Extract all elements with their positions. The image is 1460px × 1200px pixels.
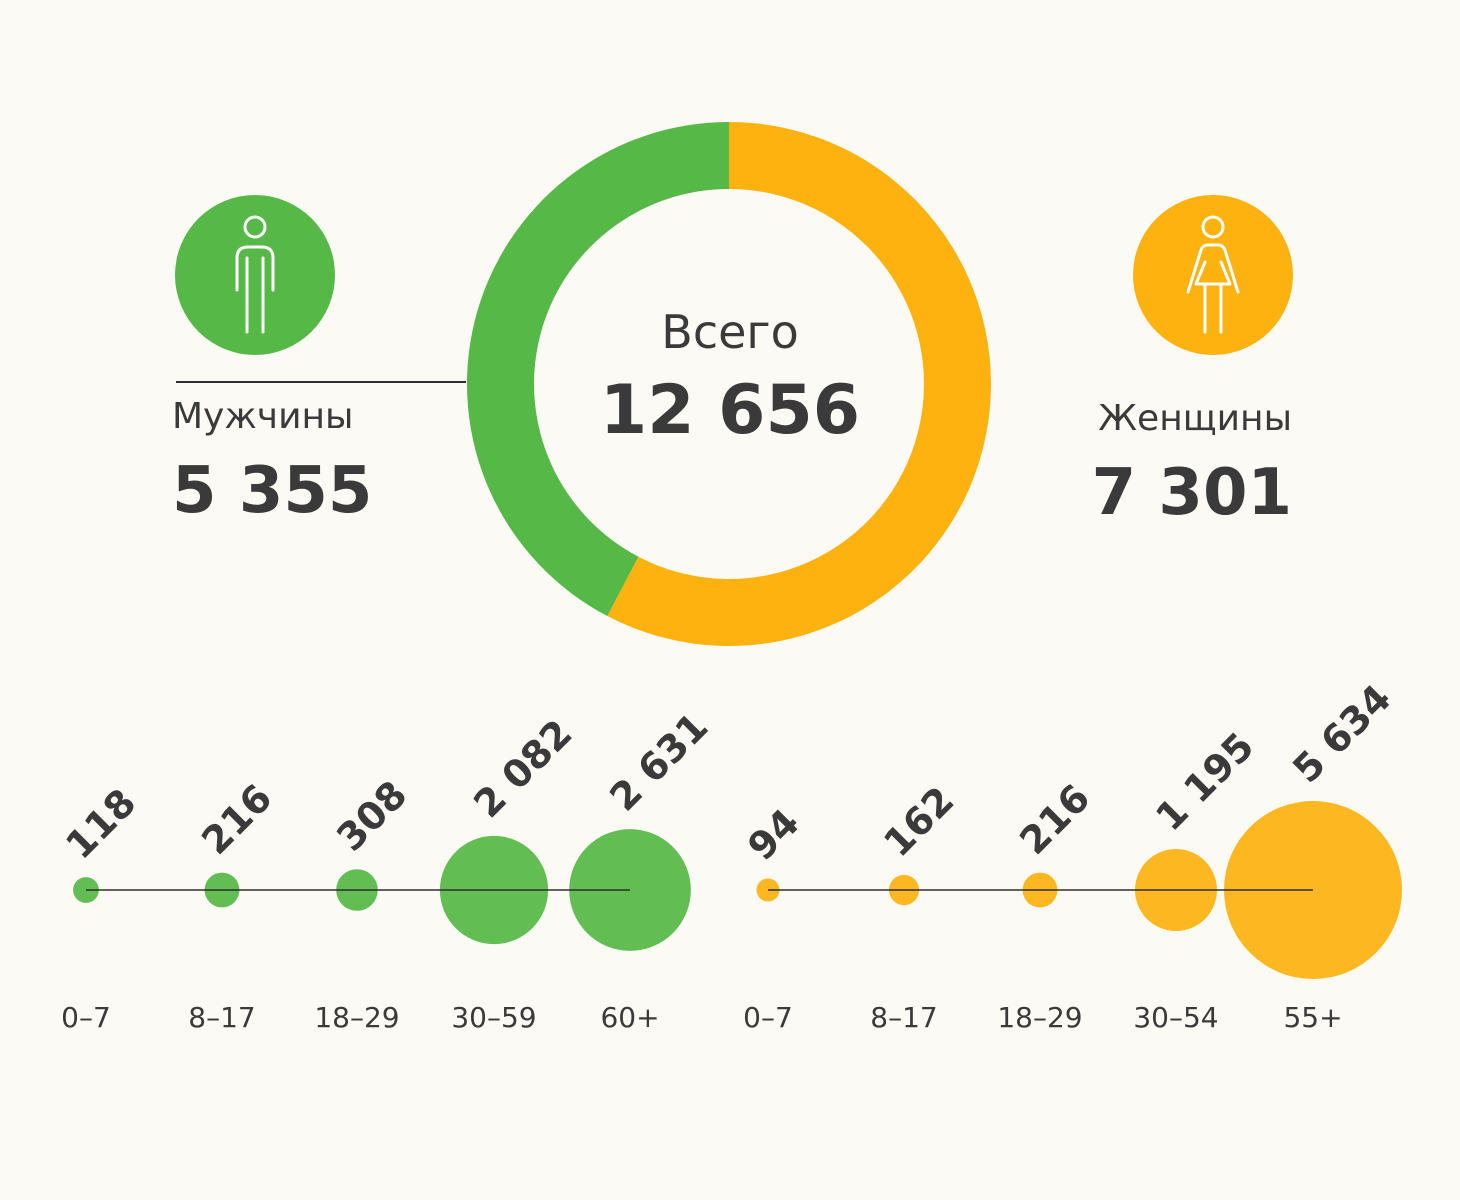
donut-slice-men (467, 122, 729, 617)
donut-center-label: Всего (661, 305, 798, 359)
bubble-value-label: 2 631 (601, 704, 716, 819)
bubble-value-label: 162 (875, 778, 962, 865)
bubble-value-label: 216 (193, 776, 280, 863)
men-label: Мужчины (172, 396, 353, 437)
total-donut-chart (467, 122, 991, 646)
bubble-series-women: 94 0–7 162 8–17 216 18–29 1 195 30–54 5 634 55+ (739, 676, 1402, 1034)
age-category-label: 30–54 (1133, 1001, 1218, 1034)
bubble-value-label: 94 (739, 800, 808, 869)
man-figure-icon (175, 195, 335, 355)
bubble-value-label: 5 634 (1284, 676, 1399, 791)
age-category-label: 8–17 (870, 1001, 937, 1034)
bubble-value-label: 308 (328, 772, 415, 859)
women-total-value: 7 301 (1092, 456, 1292, 530)
age-category-label: 18–29 (314, 1001, 399, 1034)
bubble-value-label: 118 (57, 780, 144, 867)
women-label: Женщины (1098, 398, 1292, 439)
age-category-label: 0–7 (61, 1001, 111, 1034)
donut-slice-women (607, 122, 991, 646)
age-category-label: 8–17 (188, 1001, 255, 1034)
donut-total-value: 12 656 (600, 371, 860, 450)
bubble-series-men: 118 0–7 216 8–17 308 18–29 2 082 30–59 2 631 60+ (57, 704, 716, 1034)
age-category-label: 18–29 (997, 1001, 1082, 1034)
bubble-value-label: 1 195 (1147, 724, 1262, 839)
age-category-label: 55+ (1283, 1001, 1342, 1034)
age-category-label: 0–7 (743, 1001, 793, 1034)
age-bubble-chart: 118 0–7 216 8–17 308 18–29 2 082 30–59 2 631 60+ 9… (57, 676, 1402, 1034)
age-category-label: 60+ (600, 1001, 659, 1034)
woman-figure-icon (1133, 195, 1293, 355)
age-category-label: 30–59 (451, 1001, 536, 1034)
bubble-value-label: 2 082 (465, 711, 580, 826)
men-total-value: 5 355 (172, 454, 372, 528)
bubble-value-label: 216 (1011, 776, 1098, 863)
